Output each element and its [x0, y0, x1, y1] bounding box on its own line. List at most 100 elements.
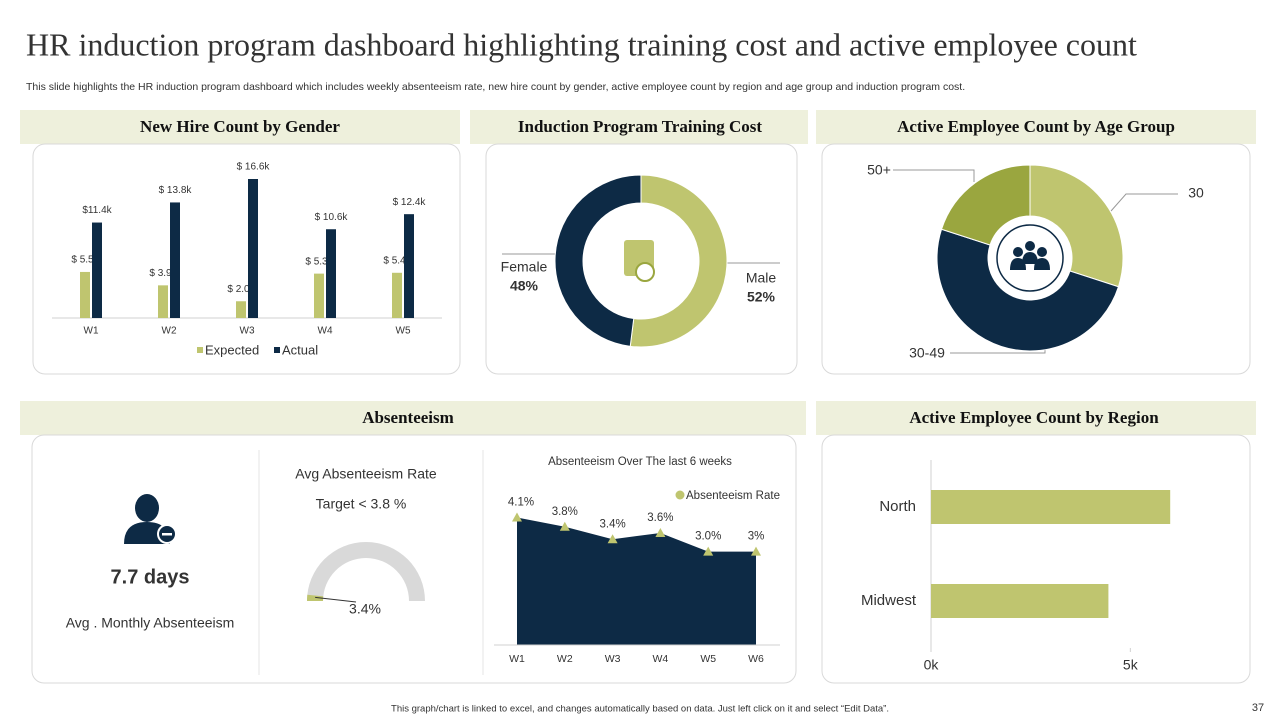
- gauge-needle: [315, 596, 357, 603]
- panel-title: Active Employee Count by Age Group: [897, 117, 1175, 136]
- data-label: 3.0%: [695, 531, 721, 543]
- gap: [460, 110, 470, 144]
- legend-label: Actual: [282, 342, 318, 357]
- marker: [751, 546, 761, 556]
- legend-label: Male: [746, 270, 777, 286]
- bar: [92, 222, 102, 318]
- x-tick-label: W2: [557, 653, 573, 665]
- x-tick-label: W4: [653, 653, 669, 665]
- donut-slice: [554, 174, 642, 347]
- panel-title: Active Employee Count by Region: [909, 408, 1159, 427]
- person-icon: [124, 494, 177, 544]
- panel-title: New Hire Count by Gender: [140, 117, 340, 136]
- bar: [80, 271, 90, 318]
- panel-title: Induction Program Training Cost: [518, 117, 763, 136]
- leader-line: [1110, 193, 1178, 212]
- category-label: 50+: [867, 162, 891, 178]
- x-tick-label: W4: [318, 326, 333, 337]
- footer-note: This graph/chart is linked to excel, and…: [391, 704, 889, 715]
- area: [517, 517, 756, 645]
- panel-title: Absenteeism: [362, 408, 454, 427]
- gauge-fill: [307, 594, 324, 601]
- x-tick-label: W3: [605, 653, 621, 665]
- bar: [404, 214, 414, 318]
- chart-title: Absenteeism Over The last 6 weeks: [548, 456, 732, 468]
- people-icon: [1010, 258, 1026, 270]
- data-label: $ 16.6k: [237, 162, 271, 173]
- data-label: $ 5.4k: [383, 255, 411, 266]
- data-label: 3.8%: [552, 506, 578, 518]
- data-label: $ 3.9k: [149, 268, 177, 279]
- people-icon: [1037, 247, 1047, 257]
- page-title: HR induction program dashboard highlight…: [26, 26, 1137, 62]
- data-label: $ 5.3k: [305, 256, 333, 267]
- people-icon: [1022, 252, 1038, 264]
- certificate-seal: [635, 262, 655, 282]
- donut-slice: [629, 174, 728, 348]
- header-band: [20, 401, 806, 435]
- header-band: [20, 110, 1256, 144]
- data-label: $ 2.0k: [227, 284, 255, 295]
- bar: [931, 490, 1171, 524]
- panel: [821, 434, 1251, 684]
- x-tick-label: W5: [396, 326, 411, 337]
- x-tick-label: 0k: [924, 657, 940, 673]
- data-label: $ 13.8k: [159, 185, 193, 196]
- page-subtitle: This slide highlights the HR induction p…: [26, 81, 965, 93]
- legend-marker: [675, 490, 685, 500]
- legend-marker: [197, 347, 203, 353]
- marker: [607, 534, 618, 544]
- x-tick-label: W6: [748, 653, 764, 665]
- gauge-title: Avg Absenteeism Rate: [295, 466, 437, 482]
- marker: [703, 546, 714, 556]
- bar: [314, 273, 324, 318]
- legend-marker: [274, 347, 280, 353]
- bar: [236, 301, 246, 318]
- leader-line: [893, 169, 975, 182]
- data-label: 3.4%: [599, 518, 625, 530]
- bar: [326, 229, 336, 318]
- bar: [158, 285, 168, 318]
- page-number: 37: [1252, 702, 1264, 714]
- data-label: $ 5.5k: [71, 255, 99, 266]
- bar: [392, 272, 402, 318]
- people-icon: [1025, 241, 1035, 251]
- marker: [655, 528, 666, 537]
- gauge-target: Target < 3.8 %: [316, 496, 407, 512]
- x-tick-label: W3: [240, 326, 255, 337]
- category-label: 30-49: [909, 345, 945, 361]
- data-label: $ 12.4k: [393, 197, 427, 208]
- y-tick-label: North: [879, 498, 916, 515]
- bar: [170, 202, 180, 318]
- kpi-label: Avg . Monthly Absenteeism: [66, 615, 235, 631]
- y-tick-label: Midwest: [861, 592, 917, 609]
- x-tick-label: W5: [700, 653, 716, 665]
- data-label: 48%: [510, 278, 539, 294]
- people-icon: [1013, 247, 1023, 257]
- people-icon: [1034, 258, 1050, 270]
- bar: [248, 179, 258, 318]
- data-label: 4.1%: [508, 496, 534, 508]
- data-label: 52%: [747, 289, 776, 305]
- panel: [32, 143, 461, 375]
- gap: [808, 110, 816, 144]
- legend-label: Absenteeism Rate: [686, 490, 780, 502]
- data-label: 3.6%: [647, 512, 673, 524]
- data-label: $ 10.6k: [315, 212, 349, 223]
- data-label: 3%: [748, 531, 765, 543]
- legend-label: Expected: [205, 342, 259, 357]
- x-tick-label: W2: [162, 326, 177, 337]
- gauge-value-label: 3.4%: [349, 601, 381, 617]
- legend-label: Female: [501, 259, 548, 275]
- gauge-track: [307, 542, 425, 601]
- bar: [931, 584, 1109, 618]
- data-label: $11.4k: [82, 205, 112, 216]
- x-tick-label: W1: [84, 326, 99, 337]
- x-tick-label: W1: [509, 653, 525, 665]
- kpi-value: 7.7 days: [111, 566, 190, 588]
- x-tick-label: 5k: [1123, 657, 1139, 673]
- marker: [512, 512, 522, 522]
- category-label: 30: [1188, 185, 1204, 201]
